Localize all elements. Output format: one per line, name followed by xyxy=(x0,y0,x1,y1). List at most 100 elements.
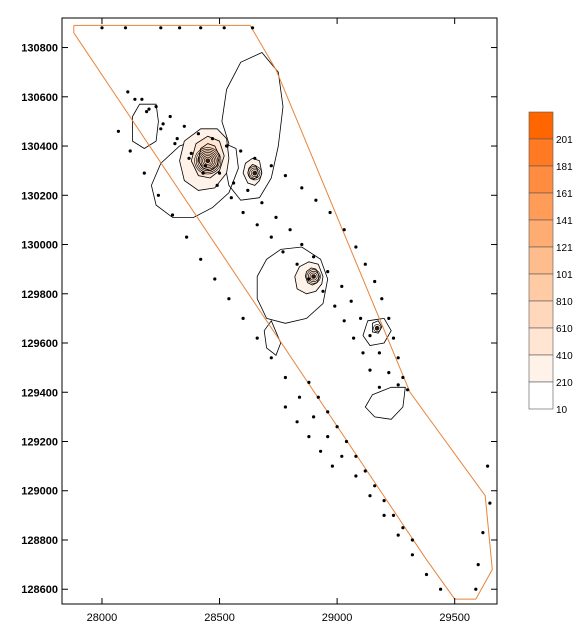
sample-point-6 xyxy=(250,26,255,30)
sample-point-17 xyxy=(269,164,273,168)
sample-point-70 xyxy=(352,336,356,340)
sample-point-34 xyxy=(161,122,165,126)
sample-point-56 xyxy=(173,142,177,146)
sample-point-28 xyxy=(391,336,396,340)
sample-point-48 xyxy=(349,299,353,303)
sample-point-79 xyxy=(185,235,189,239)
sample-point-93 xyxy=(382,513,386,518)
sample-point-117 xyxy=(481,531,485,535)
sample-point-107 xyxy=(391,513,396,518)
sample-point-96 xyxy=(424,572,429,577)
sample-point-8 xyxy=(140,97,144,101)
legend-swatch-6 xyxy=(528,273,554,302)
peak-center-2 xyxy=(311,274,316,279)
sample-point-115 xyxy=(486,464,490,468)
sample-point-88 xyxy=(312,415,316,419)
sample-point-106 xyxy=(382,499,386,503)
legend-label-3: 141 xyxy=(556,216,573,227)
sample-point-105 xyxy=(373,484,377,488)
legend-label-9: 210 xyxy=(556,378,573,389)
sample-point-90 xyxy=(340,454,344,458)
sample-point-7 xyxy=(126,90,130,94)
sample-point-101 xyxy=(335,425,339,429)
sample-point-26 xyxy=(380,297,384,301)
sample-point-16 xyxy=(253,156,257,160)
sample-point-74 xyxy=(116,129,120,133)
peak-center-1 xyxy=(252,171,257,176)
sample-point-30 xyxy=(401,375,405,380)
peak-0-ring-6 xyxy=(195,148,220,173)
sample-point-84 xyxy=(255,336,259,340)
peak-3-ring-1 xyxy=(373,324,381,333)
boundary-layer xyxy=(73,24,493,600)
y-tick-label-5: 129600 xyxy=(21,338,58,350)
legend-label-0: 201 xyxy=(556,135,573,146)
sample-point-10 xyxy=(168,114,172,119)
contour-line-1 xyxy=(221,52,284,201)
peak-2-ring-3 xyxy=(306,269,321,284)
sample-point-51 xyxy=(377,351,381,355)
y-tick-label-7: 130000 xyxy=(21,240,58,252)
sample-point-87 xyxy=(297,395,302,399)
sample-point-47 xyxy=(340,284,344,288)
sample-point-97 xyxy=(439,587,443,591)
sample-point-118 xyxy=(476,563,480,567)
x-tick-label-2: 29000 xyxy=(322,612,353,624)
peak-0-ring-3 xyxy=(200,153,215,168)
y-tick-label-1: 128800 xyxy=(21,535,58,547)
sample-point-5 xyxy=(222,26,226,30)
sample-point-104 xyxy=(363,469,367,473)
x-tick-label-1: 28500 xyxy=(204,612,235,624)
y-tick-label-11: 130800 xyxy=(21,43,58,55)
sample-point-68 xyxy=(333,304,337,308)
sample-point-113 xyxy=(319,449,323,453)
legend-label-7: 610 xyxy=(556,324,573,335)
sample-point-43 xyxy=(288,228,292,232)
peak-0-ring-5 xyxy=(197,150,219,172)
legend-swatch-1 xyxy=(528,138,554,167)
legend-label-8: 410 xyxy=(556,351,573,362)
sample-point-3 xyxy=(178,26,182,30)
sample-point-49 xyxy=(359,316,363,320)
peak-0-ring-2 xyxy=(202,155,214,167)
peak-1-ring-3 xyxy=(247,166,262,181)
legend-label-6: 810 xyxy=(556,297,573,308)
sample-point-62 xyxy=(255,223,259,227)
sample-point-33 xyxy=(147,107,151,111)
y-tick-label-0: 128600 xyxy=(21,584,58,596)
sample-point-64 xyxy=(281,250,285,254)
sample-point-12 xyxy=(196,132,200,136)
sample-point-116 xyxy=(488,501,492,505)
sample-point-32 xyxy=(133,97,137,101)
y-axis: 128600 128800 129000 129200 129400 129600 1298… xyxy=(21,43,497,596)
sample-point-57 xyxy=(187,156,191,160)
sample-point-102 xyxy=(344,439,349,444)
y-tick-label-4: 129400 xyxy=(21,387,58,399)
sample-point-73 xyxy=(377,385,381,389)
legend-swatch-7 xyxy=(528,300,554,329)
legend-label-4: 121 xyxy=(556,243,573,254)
sample-point-4 xyxy=(199,26,203,30)
contour-line-2 xyxy=(132,103,159,149)
sample-point-119 xyxy=(474,587,478,591)
legend-swatch-10 xyxy=(528,381,554,410)
sample-point-1 xyxy=(123,26,128,30)
sample-point-40 xyxy=(246,188,250,192)
sample-point-99 xyxy=(316,395,320,399)
legend-swatch-2 xyxy=(528,165,554,194)
sample-point-19 xyxy=(300,186,304,190)
peak-0-ring-4 xyxy=(199,152,217,170)
sample-point-37 xyxy=(203,164,207,168)
contours-layer xyxy=(132,52,406,420)
peak-0-ring-1 xyxy=(203,156,212,165)
sample-point-27 xyxy=(387,316,391,320)
sample-point-0 xyxy=(100,26,104,30)
sample-point-85 xyxy=(269,356,273,360)
sample-point-81 xyxy=(213,277,217,281)
sample-point-86 xyxy=(283,375,287,380)
sample-point-76 xyxy=(142,171,146,175)
sample-point-45 xyxy=(312,255,316,259)
sample-point-54 xyxy=(145,110,149,114)
sample-point-36 xyxy=(189,151,193,155)
sample-point-66 xyxy=(307,277,311,281)
